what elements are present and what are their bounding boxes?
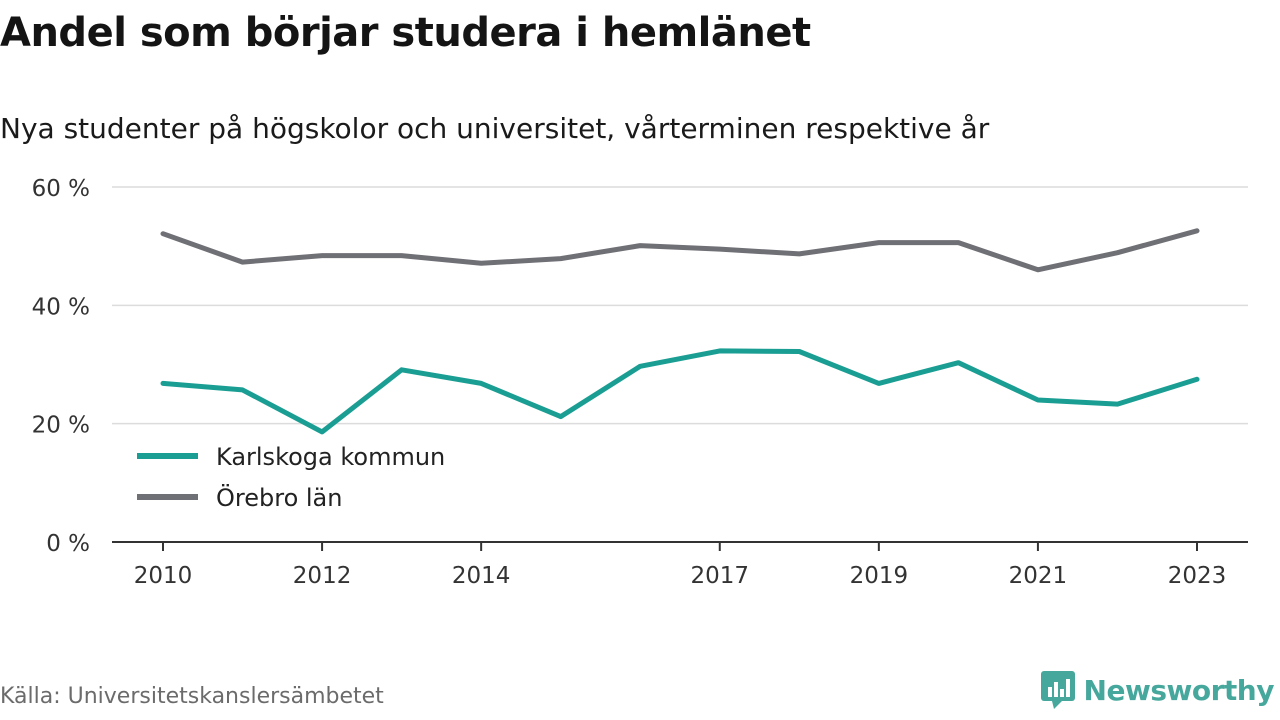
x-tick-label: 2014 (452, 563, 511, 589)
series-line-karlskoga-kommun (160, 348, 1200, 435)
gridlines (112, 186, 1248, 425)
x-tick-label: 2023 (1168, 563, 1227, 589)
x-tick-label: 2017 (690, 563, 749, 589)
y-tick-label: 0 % (46, 531, 90, 557)
legend: Karlskoga kommun Örebro län (137, 443, 445, 512)
source-note: Källa: Universitetskanslersämbetet (0, 684, 384, 709)
legend-label: Örebro län (216, 483, 342, 512)
y-tick-label: 20 % (32, 413, 90, 439)
chart-title: Andel som börjar studera i hemlänet (0, 10, 811, 56)
brand-name: Newsworthy (1083, 673, 1275, 707)
y-tick-label: 60 % (32, 176, 90, 202)
newsworthy-logo-icon (1040, 671, 1075, 709)
x-tick-label: 2012 (293, 563, 352, 589)
line-chart: 0 % 20 % 40 % 60 % 2010 2012 2014 2017 2019 2021 2… (32, 176, 1248, 589)
series-lines (160, 228, 1200, 435)
axes: 0 % 20 % 40 % 60 % 2010 2012 2014 2017 2019 2021 2… (32, 176, 1248, 589)
brand: Newsworthy (1040, 670, 1275, 710)
chart-subtitle: Nya studenter på högskolor och universit… (0, 112, 990, 145)
x-tick-label: 2021 (1009, 563, 1068, 589)
x-tick-label: 2019 (850, 563, 909, 589)
series-line-rebro-l-n (160, 228, 1200, 273)
legend-label: Karlskoga kommun (216, 443, 445, 471)
y-tick-label: 40 % (32, 294, 90, 320)
x-tick-label: 2010 (134, 563, 193, 589)
